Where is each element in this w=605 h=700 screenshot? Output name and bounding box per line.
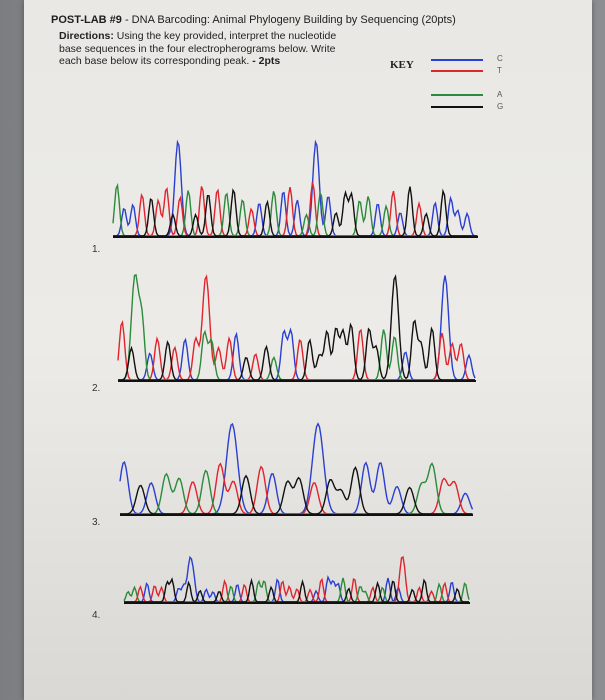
electropherogram-1: [112, 139, 478, 238]
electropherogram-2: [117, 273, 476, 382]
trace-number-1: 1.: [92, 244, 101, 255]
key-label: KEY: [390, 59, 414, 71]
key-line-t: [431, 70, 483, 72]
electropherogram-4: [123, 555, 470, 604]
trace-number-2: 2.: [92, 383, 101, 394]
key-base-g: G: [497, 102, 504, 111]
trace-4-g: [124, 577, 469, 603]
title-bold: POST-LAB #9: [51, 14, 122, 26]
directions-body: Using the key provided, interpret the nu…: [59, 30, 337, 67]
directions-text: Directions: Using the key provided, inte…: [59, 30, 339, 68]
directions-label: Directions:: [59, 30, 114, 42]
key-line-a: [431, 94, 483, 96]
trace-number-3: 3.: [92, 517, 101, 528]
key-base-c: C: [497, 54, 503, 63]
title-rest: - DNA Barcoding: Animal Phylogeny Buildi…: [121, 14, 456, 26]
key-line-c: [431, 59, 483, 61]
directions-points: - 2pts: [249, 55, 281, 67]
trace-3-g: [120, 466, 473, 515]
electropherogram-3: [119, 422, 474, 516]
key-base-a: A: [497, 90, 503, 99]
trace-1-t: [113, 182, 478, 237]
page-title: POST-LAB #9 - DNA Barcoding: Animal Phyl…: [51, 14, 571, 26]
key-base-t: T: [497, 66, 502, 75]
trace-number-4: 4.: [92, 610, 101, 621]
trace-3-c: [119, 422, 474, 515]
trace-3-a: [120, 462, 473, 515]
key-line-g: [431, 106, 483, 108]
